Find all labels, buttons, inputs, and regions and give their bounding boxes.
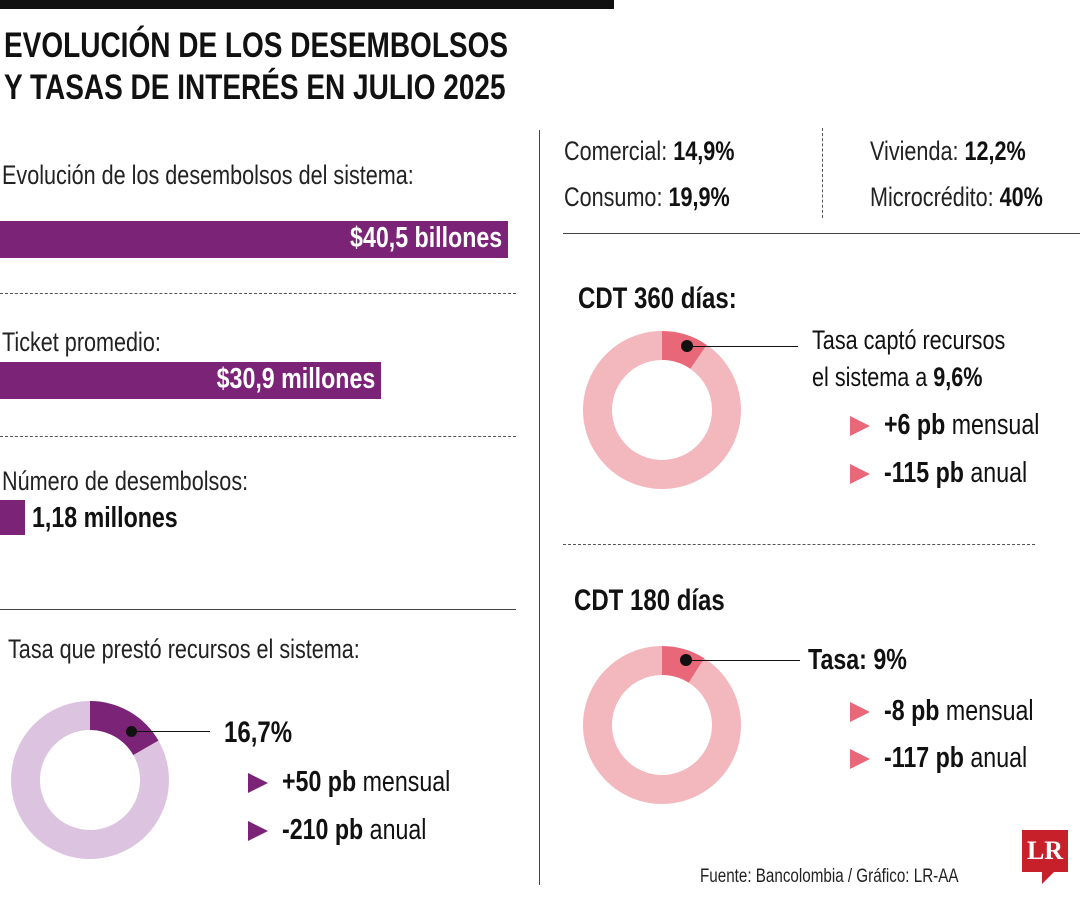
rate-vivienda: Vivienda: 12,2%: [870, 136, 1026, 166]
column-divider: [539, 130, 540, 885]
donut-cdt360: [583, 331, 741, 489]
bar-count: [0, 500, 25, 535]
donut-slice-rest: [583, 646, 741, 804]
bar-ticket-label: $30,9 millones: [216, 363, 375, 395]
cdt360-annual: -115 pb anual: [850, 457, 1063, 490]
donut-slice-rest: [583, 331, 741, 489]
divider: [0, 293, 516, 294]
leader-dot: [680, 654, 692, 666]
divider: [822, 128, 823, 218]
triangle-icon: [248, 773, 268, 794]
rate-consumo: Consumo: 19,9%: [564, 182, 730, 212]
leader-line: [690, 346, 798, 347]
top-rule: [0, 0, 614, 9]
lending-annual: -210 pb anual: [248, 814, 463, 847]
rate-comercial: Comercial: 14,9%: [564, 136, 735, 166]
cdt360-title: CDT 360 días:: [578, 282, 737, 315]
divider: [0, 436, 516, 437]
bar-ticket: $30,9 millones: [0, 362, 381, 399]
leader-line: [690, 660, 800, 661]
bar-total-label: $40,5 billones: [349, 222, 502, 254]
cdt180-annual: -117 pb anual: [850, 742, 1063, 775]
donut-lending: [11, 701, 169, 859]
total-label: Evolución de los desembolsos del sistema…: [2, 160, 414, 190]
bar-count-label: 1,18 millones: [32, 502, 178, 534]
cdt180-monthly: -8 pb mensual: [850, 695, 1071, 728]
leader-line: [130, 731, 210, 732]
source-note: Fuente: Bancolombia / Gráfico: LR-AA: [700, 866, 959, 887]
cdt180-title: CDT 180 días: [574, 584, 725, 617]
cdt180-text: Tasa: 9%: [808, 644, 907, 676]
triangle-icon: [850, 702, 870, 723]
leader-dot: [681, 340, 693, 352]
title-line-1: EVOLUCIÓN DE LOS DESEMBOLSOS: [4, 26, 509, 65]
donut-slice-rest: [11, 701, 169, 859]
rate-microcredito: Microcrédito: 40%: [870, 182, 1043, 212]
lending-value: 16,7%: [224, 716, 293, 749]
cdt360-monthly: +6 pb mensual: [850, 409, 1078, 442]
leader-dot: [126, 726, 137, 737]
ticket-label: Ticket promedio:: [2, 327, 161, 357]
lr-logo: LR: [1022, 830, 1068, 884]
triangle-icon: [850, 464, 870, 485]
triangle-icon: [850, 416, 870, 437]
bar-total: $40,5 billones: [0, 221, 508, 258]
donut-cdt180: [583, 646, 741, 804]
lending-monthly: +50 pb mensual: [248, 766, 492, 799]
triangle-icon: [850, 749, 870, 770]
title-line-2: Y TASAS DE INTERÉS EN JULIO 2025: [4, 68, 506, 107]
divider: [563, 544, 1035, 545]
triangle-icon: [248, 821, 268, 842]
count-label: Número de desembolsos:: [2, 466, 249, 496]
cdt360-text2: el sistema a 9,6%: [812, 362, 983, 392]
cdt360-text1: Tasa captó recursos: [812, 325, 1006, 355]
lending-label: Tasa que prestó recursos el sistema:: [8, 634, 360, 664]
divider: [563, 233, 1080, 234]
divider: [0, 609, 516, 610]
donut-slice-value: [90, 701, 159, 756]
